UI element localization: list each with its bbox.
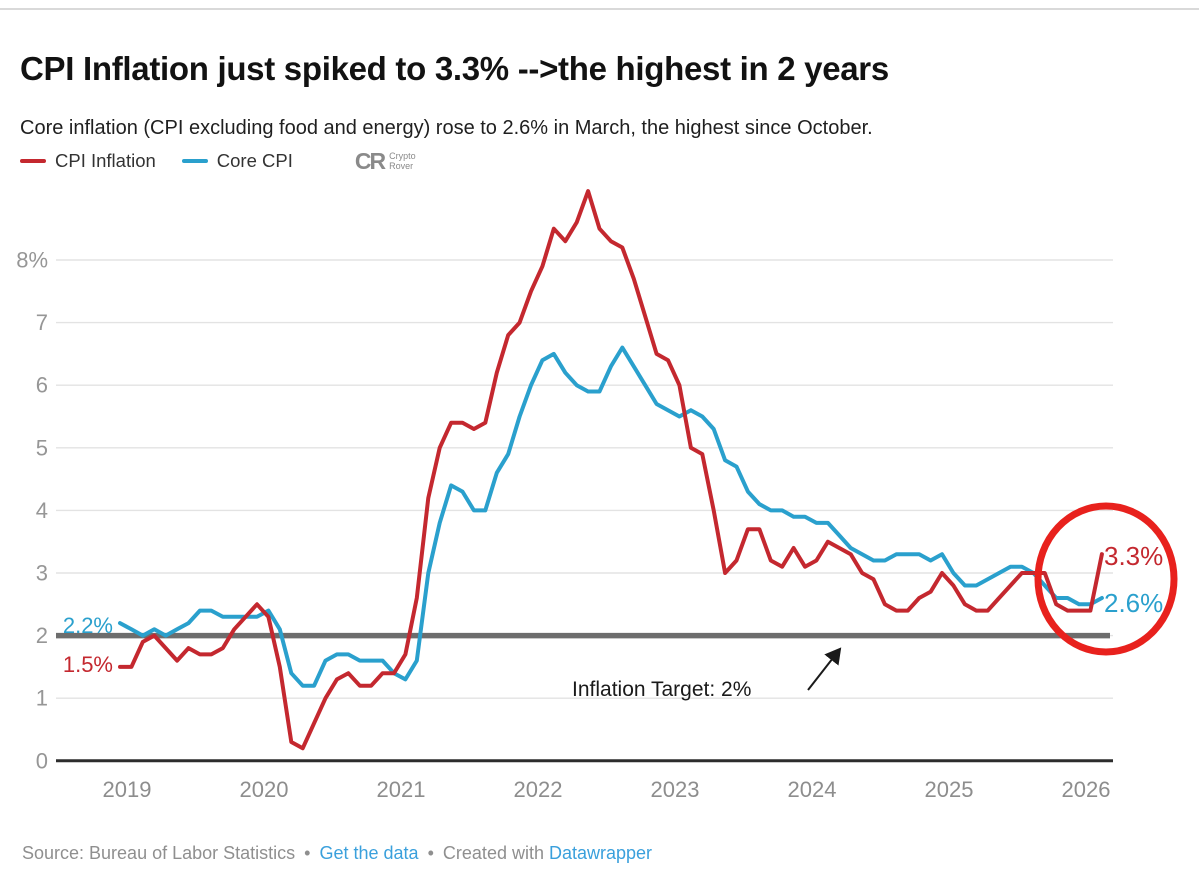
x-axis-label-2024: 2024 bbox=[788, 777, 837, 802]
footer-bullet: • bbox=[304, 843, 311, 863]
y-axis-label-5: 5 bbox=[36, 435, 48, 460]
core-cpi-swatch-icon bbox=[181, 159, 208, 163]
legend-label-cpi-inflation: CPI Inflation bbox=[55, 150, 156, 171]
chart-legend: CPI Inflation Core CPI CR Crypto Rover bbox=[20, 148, 416, 174]
x-axis-label-2022: 2022 bbox=[514, 777, 563, 802]
target-arrow-icon bbox=[807, 647, 842, 691]
legend-label-core-cpi: Core CPI bbox=[216, 150, 293, 171]
legend-item-cpi-inflation: CPI Inflation bbox=[20, 150, 156, 172]
datawrapper-link[interactable]: Datawrapper bbox=[549, 843, 653, 863]
core-cpi-line bbox=[118, 345, 1104, 688]
x-axis-label-2023: 2023 bbox=[651, 777, 700, 802]
y-axis-label-2: 2 bbox=[36, 623, 48, 648]
y-axis-label-7: 7 bbox=[36, 310, 48, 335]
footer: Source: Bureau of Labor Statistics • Get… bbox=[22, 843, 652, 864]
crypto-rover-logo-text: Crypto Rover bbox=[389, 150, 416, 171]
y-axis-label-3: 3 bbox=[36, 561, 48, 586]
top-divider bbox=[0, 8, 1199, 10]
get-the-data-link[interactable]: Get the data bbox=[319, 843, 419, 863]
created-with-text: Created with bbox=[442, 843, 544, 863]
crypto-rover-logo-icon: CR bbox=[354, 147, 386, 174]
x-axis-label-2019: 2019 bbox=[103, 777, 152, 802]
y-axis-label-0: 0 bbox=[36, 748, 48, 773]
chart-canvas: 0 1 2 3 4 5 6 7 8% 2019 2020 2021 2022 2023 2024 2025 20… bbox=[16, 189, 1178, 802]
start-label-core-cpi: 2.2% bbox=[63, 613, 113, 638]
end-label-cpi: 3.3% bbox=[1104, 541, 1163, 571]
x-axis-label-2020: 2020 bbox=[240, 777, 289, 802]
page-subtitle: Core inflation (CPI excluding food and e… bbox=[20, 117, 873, 139]
x-axis-label-2021: 2021 bbox=[377, 777, 426, 802]
x-axis-label-2026: 2026 bbox=[1062, 777, 1111, 802]
end-label-core-cpi: 2.6% bbox=[1104, 588, 1163, 618]
cpi-inflation-line bbox=[118, 189, 1104, 751]
spike-highlight-circle bbox=[1034, 502, 1178, 656]
y-axis-label-6: 6 bbox=[36, 373, 48, 398]
y-axis-label-4: 4 bbox=[36, 498, 48, 523]
crypto-rover-logo: CR Crypto Rover bbox=[354, 147, 416, 174]
y-axis-label-8: 8% bbox=[16, 248, 48, 273]
cpi-line-chart: 0 1 2 3 4 5 6 7 8% 2019 2020 2021 2022 2023 2024 2025 20… bbox=[0, 180, 1199, 828]
source-note: Source: Bureau of Labor Statistics bbox=[22, 843, 296, 863]
cpi-inflation-swatch-icon bbox=[20, 159, 46, 163]
start-label-cpi: 1.5% bbox=[63, 652, 113, 677]
x-axis-label-2025: 2025 bbox=[925, 777, 974, 802]
y-axis-label-1: 1 bbox=[36, 686, 48, 711]
legend-item-core-cpi: Core CPI bbox=[181, 150, 293, 172]
inflation-target-annotation: Inflation Target: 2% bbox=[572, 678, 751, 701]
footer-bullet-2: • bbox=[427, 843, 434, 863]
page-title: CPI Inflation just spiked to 3.3% -->the… bbox=[20, 50, 889, 88]
